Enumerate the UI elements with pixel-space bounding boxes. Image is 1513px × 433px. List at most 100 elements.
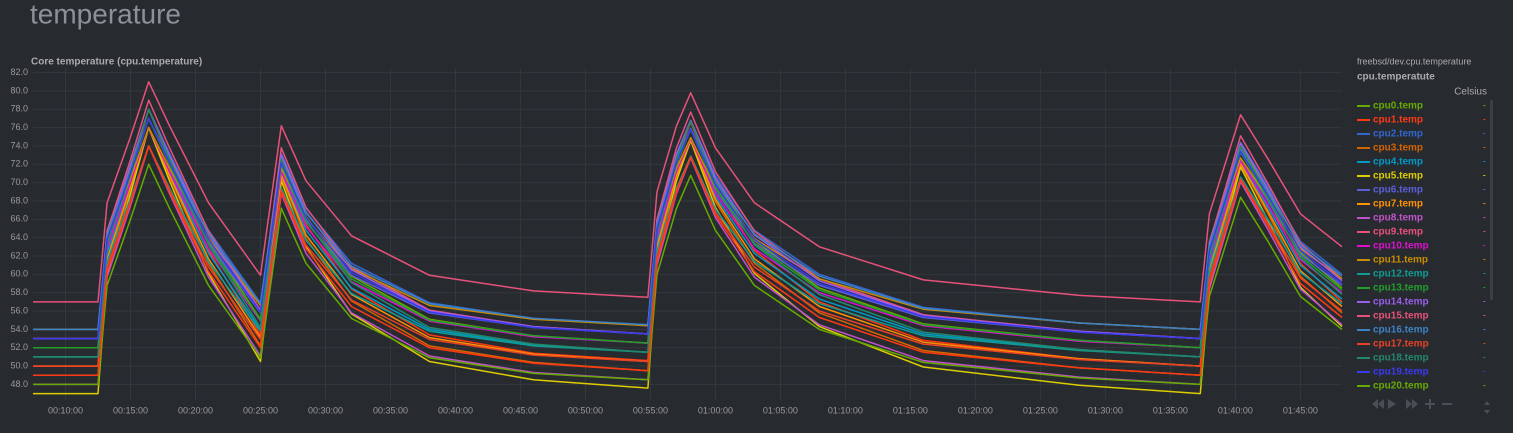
y-tick-label: 60.0 [10,269,28,279]
units: Celsius [1454,87,1487,98]
legend-label: cpu13.temp [1373,283,1429,294]
legend-label: cpu10.temp [1373,241,1429,252]
chart-id: cpu.temperatute [1357,72,1435,83]
legend-value: - [1483,101,1486,112]
series-line [33,117,1343,340]
series-line [33,108,1343,358]
series-line [33,81,1343,303]
legend-label: cpu1.temp [1373,115,1423,126]
y-tick-label: 48.0 [10,379,28,389]
x-tick-label: 01:40:00 [1218,405,1253,415]
y-tick-label: 62.0 [10,250,28,260]
pan-left-button[interactable] [1372,399,1384,409]
x-tick-label: 01:30:00 [1088,405,1123,415]
y-tick-label: 56.0 [10,305,28,315]
series-line [33,163,1343,386]
section-title: temperature [30,0,181,29]
x-tick-label: 00:30:00 [308,405,343,415]
y-tick-label: 80.0 [10,85,28,95]
legend-value: - [1483,255,1486,266]
nav-toolbar [1372,399,1490,414]
y-tick-label: 74.0 [10,140,28,150]
legend-value: - [1483,325,1486,336]
x-tick-label: 00:20:00 [178,405,213,415]
plot-area [33,68,1343,400]
legend-value: - [1483,283,1486,294]
x-tick-label: 01:25:00 [1023,405,1058,415]
legend-value: - [1483,269,1486,280]
legend-label: cpu12.temp [1373,269,1429,280]
x-tick-label: 00:25:00 [243,405,278,415]
legend-value: - [1483,381,1486,392]
legend-scrollbar [1490,100,1493,300]
x-tick-label: 01:05:00 [763,405,798,415]
legend-label: cpu5.temp [1373,171,1423,182]
legend-value: - [1483,367,1486,378]
y-tick-label: 66.0 [10,214,28,224]
legend-label: cpu7.temp [1373,199,1423,210]
resize-handle[interactable] [1484,401,1490,414]
x-tick-label: 00:15:00 [113,405,148,415]
y-tick-label: 68.0 [10,195,28,205]
y-tick-label: 52.0 [10,342,28,352]
legend-label: cpu2.temp [1373,129,1423,140]
chart-title: Core temperature (cpu.temperature) [31,57,202,68]
legend-value: - [1483,311,1486,322]
y-tick-label: 58.0 [10,287,28,297]
y-tick-label: 76.0 [10,122,28,132]
legend-label: cpu6.temp [1373,185,1423,196]
y-tick-label: 70.0 [10,177,28,187]
x-tick-label: 00:40:00 [438,405,473,415]
legend-value: - [1483,353,1486,364]
legend-value: - [1483,297,1486,308]
legend-value: - [1483,227,1486,238]
zoom-out-button[interactable] [1442,403,1452,405]
x-tick-label: 00:35:00 [373,405,408,415]
legend-label: cpu17.temp [1373,339,1429,350]
y-tick-label: 54.0 [10,324,28,334]
x-tick-label: 00:45:00 [503,405,538,415]
y-tick-label: 78.0 [10,104,28,114]
x-tick-label: 00:55:00 [633,405,668,415]
pan-right-button[interactable] [1406,399,1418,409]
x-tick-label: 00:50:00 [568,405,603,415]
zoom-in-button[interactable] [1425,399,1435,409]
y-tick-label: 82.0 [10,67,28,77]
legend-value: - [1483,213,1486,224]
legend-label: cpu4.temp [1373,157,1423,168]
y-tick-label: 72.0 [10,159,28,169]
x-tick-label: 01:35:00 [1153,405,1188,415]
play-button[interactable] [1388,399,1396,409]
legend-label: cpu0.temp [1373,101,1423,112]
legend-label: cpu19.temp [1373,367,1429,378]
x-tick-label: 01:45:00 [1283,405,1318,415]
legend-value: - [1483,185,1486,196]
legend-label: cpu15.temp [1373,311,1429,322]
legend-value: - [1483,143,1486,154]
x-tick-label: 00:10:00 [48,405,83,415]
x-tick-label: 01:00:00 [698,405,733,415]
legend-label: cpu11.temp [1373,255,1428,266]
chart-context: freebsd/dev.cpu.temperature [1357,56,1471,66]
x-tick-label: 01:10:00 [828,405,863,415]
legend-value: - [1483,129,1486,140]
legend-label: cpu3.temp [1373,143,1423,154]
legend-value: - [1483,157,1486,168]
legend-label: cpu16.temp [1373,325,1429,336]
series-line [33,145,1343,376]
legend-label: cpu18.temp [1373,353,1429,364]
legend-label: cpu14.temp [1373,297,1429,308]
legend-value: - [1483,115,1486,126]
x-tick-label: 01:15:00 [893,405,928,415]
x-tick-label: 01:20:00 [958,405,993,415]
legend: cpu0.temp - cpu1.temp - cpu2.temp - cpu3.temp -… [1357,101,1486,392]
legend-label: cpu9.temp [1373,227,1423,238]
legend-value: - [1483,171,1486,182]
legend-label: cpu8.temp [1373,213,1423,224]
y-tick-label: 50.0 [10,360,28,370]
legend-value: - [1483,199,1486,210]
legend-label: cpu20.temp [1373,381,1429,392]
legend-value: - [1483,339,1486,350]
